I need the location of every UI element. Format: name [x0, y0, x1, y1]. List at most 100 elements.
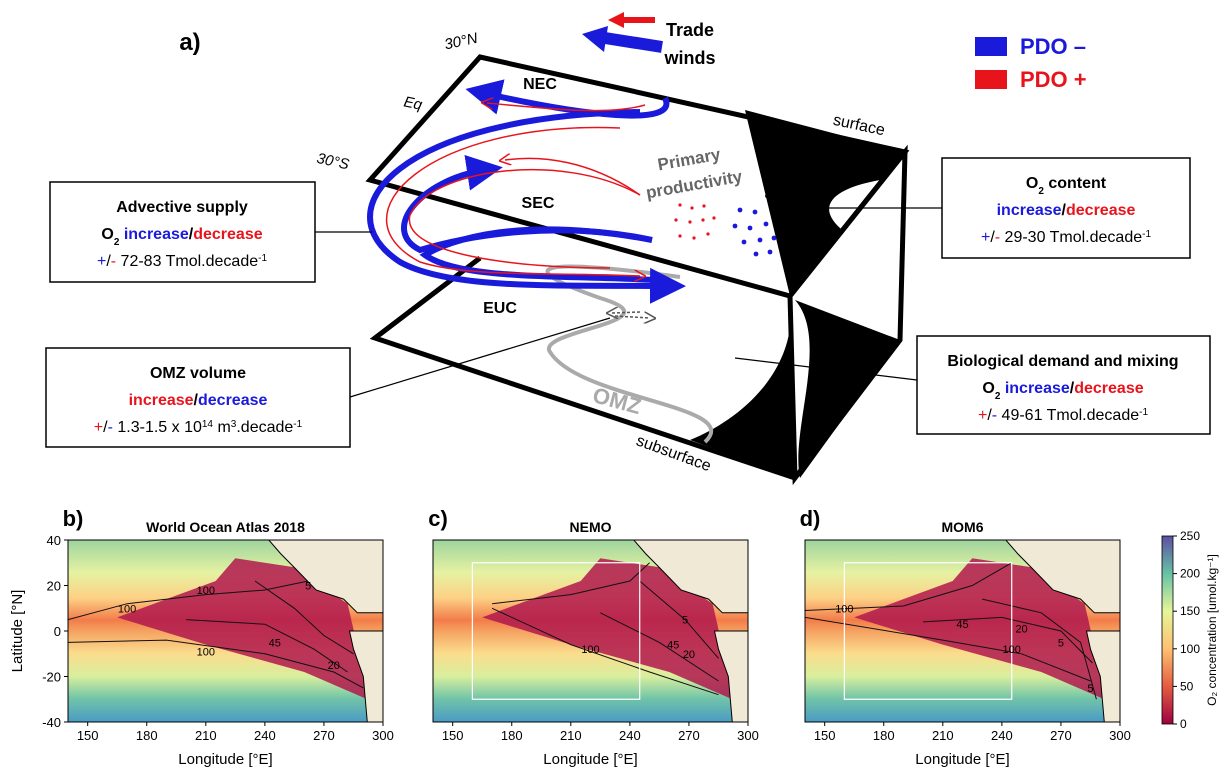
- latitude-label: 30°N: [443, 30, 479, 54]
- contour: [254, 580, 354, 655]
- box-text: +/- 72-83 Tmol.decade-1: [97, 253, 267, 271]
- box-text: +/- 49-61 Tmol.decade-1: [978, 407, 1148, 425]
- content: a) Trade winds PDO – PDO + 30°N Eq 30°S NEC SEC EU…: [9, 20, 1219, 768]
- box-text-part: -: [992, 407, 997, 424]
- x-axis-label: Longitude [°E]: [915, 751, 1009, 768]
- land: [268, 540, 383, 614]
- contour-label: 20: [683, 649, 695, 661]
- box-text-part: /: [990, 229, 995, 246]
- colorbar-tick-label: 250: [1180, 529, 1200, 543]
- box-text: O2 increase/decrease: [982, 380, 1143, 402]
- box-text-part: 29-30 Tmol.decade: [1000, 229, 1142, 246]
- y-tick-label: 20: [47, 579, 61, 594]
- x-tick-label: 270: [1050, 728, 1072, 743]
- latitude-label: Eq: [402, 93, 424, 114]
- map-title: NEMO: [570, 519, 612, 535]
- colorbar-tick-label: 200: [1180, 567, 1200, 581]
- map: [68, 540, 383, 722]
- box-text-part: increase: [119, 226, 188, 243]
- x-tick-label: 240: [619, 728, 641, 743]
- colorbar-tick-label: 150: [1180, 604, 1200, 618]
- y-tick-label: -40: [42, 715, 61, 730]
- box-text-part: O: [1026, 175, 1038, 192]
- x-tick-label: 300: [372, 728, 394, 743]
- contour-label: 100: [1003, 644, 1021, 656]
- contour: [491, 607, 719, 696]
- box-text: increase/decrease: [997, 202, 1136, 219]
- map-frame: [432, 539, 749, 723]
- land: [633, 540, 748, 614]
- box-text-part: decrease: [1074, 380, 1143, 397]
- box-text-part: decrease: [193, 226, 262, 243]
- box-text-part: 49-61 Tmol.decade: [997, 407, 1139, 424]
- contour: [68, 580, 309, 621]
- colorbar-tick-label: 100: [1180, 642, 1200, 656]
- x-tick-label: 240: [991, 728, 1013, 743]
- colorbar-tick-label: 0: [1180, 717, 1187, 731]
- box-text-part: O: [982, 380, 994, 397]
- x-tick-label: 300: [1109, 728, 1131, 743]
- colorbar-tick-label: 50: [1180, 679, 1194, 693]
- box-text-part: -1: [293, 419, 302, 430]
- contour: [805, 616, 1091, 682]
- x-axis-label: Longitude [°E]: [178, 751, 272, 768]
- map: [805, 540, 1120, 722]
- contour-label: 100: [581, 644, 599, 656]
- low-oxygen-region: [482, 558, 733, 700]
- latitude-label: 30°S: [315, 150, 351, 173]
- box-text-part: +: [978, 407, 987, 424]
- box-text: increase/decrease: [129, 392, 268, 409]
- contour-label: 100: [118, 603, 136, 615]
- colorbar-label: O₂ concentration [umol.kg⁻¹]: [1205, 554, 1219, 706]
- trade-winds-label: Trade: [666, 20, 714, 40]
- x-tick-label: 240: [254, 728, 276, 743]
- land: [1085, 630, 1120, 722]
- contour-label: 45: [956, 619, 968, 631]
- box-text-part: decrease: [1066, 202, 1135, 219]
- contour: [186, 619, 348, 673]
- y-axis-label: Latitude [°N]: [9, 590, 26, 673]
- land: [1005, 540, 1120, 614]
- contour-label: 100: [835, 603, 853, 615]
- x-tick-label: 270: [678, 728, 700, 743]
- box-text-part: .decade: [236, 419, 293, 436]
- contour-label: 100: [197, 646, 215, 658]
- box-text-part: increase: [1000, 380, 1069, 397]
- x-tick-label: 180: [136, 728, 158, 743]
- contour-label: 100: [197, 585, 215, 597]
- box-text: +/- 29-30 Tmol.decade-1: [981, 229, 1151, 247]
- box-text-part: Biological demand and mixing: [947, 353, 1178, 370]
- box-text-part: /: [189, 226, 194, 243]
- box-text-part: -: [995, 229, 1000, 246]
- box-text: OMZ volume: [150, 365, 246, 382]
- x-tick-label: 270: [313, 728, 335, 743]
- contour: [805, 562, 1012, 611]
- contour-label: 20: [1015, 624, 1027, 636]
- panel-label: a): [179, 29, 200, 56]
- box-text: O2 content: [1026, 175, 1107, 197]
- box-text-part: +: [97, 253, 106, 270]
- box-text-part: -: [111, 253, 116, 270]
- x-axis-label: Longitude [°E]: [543, 751, 637, 768]
- productivity-label: Primary: [656, 145, 722, 175]
- box-text-part: 2: [1038, 186, 1044, 197]
- map-frame: [804, 539, 1121, 723]
- box-text-part: /: [1062, 202, 1067, 219]
- panel-label: d): [800, 506, 821, 531]
- contour-label: 45: [667, 640, 679, 652]
- box-text-part: -1: [1142, 229, 1151, 240]
- contour-label: 45: [269, 637, 281, 649]
- box-text-part: OMZ volume: [150, 365, 246, 382]
- box-text: O2 increase/decrease: [101, 226, 262, 248]
- box-text-part: -1: [1139, 407, 1148, 418]
- land: [348, 630, 383, 722]
- y-tick-label: 40: [47, 533, 61, 548]
- box-text-part: 14: [202, 419, 214, 430]
- box-text-part: /: [103, 419, 108, 436]
- x-tick-label: 210: [560, 728, 582, 743]
- box-text-part: O: [101, 226, 113, 243]
- box-text-part: Advective supply: [116, 199, 248, 216]
- legend-label: PDO +: [1020, 67, 1087, 92]
- x-tick-label: 210: [195, 728, 217, 743]
